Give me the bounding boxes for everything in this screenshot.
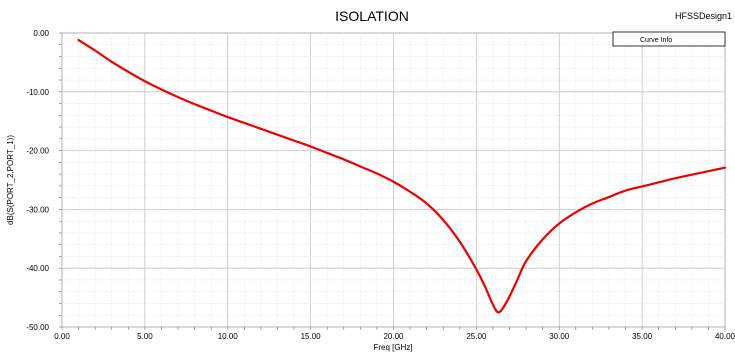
x-tick-label: 5.00: [137, 332, 153, 341]
x-tick-label: 25.00: [466, 332, 487, 341]
y-axis-label: dB(S(PORT_2,PORT_1)): [6, 135, 15, 225]
y-tick-label: -20.00: [26, 147, 49, 156]
legend-header: Curve Info: [640, 37, 672, 44]
x-tick-label: 20.00: [383, 332, 404, 341]
y-tick-label: -40.00: [26, 264, 49, 273]
x-tick-label: 0.00: [54, 332, 70, 341]
y-tick-label: -50.00: [26, 323, 49, 332]
y-tick-label: 0.00: [33, 29, 49, 38]
grid-layer: [62, 33, 725, 327]
legend-frame: [612, 31, 726, 47]
x-tick-label: 30.00: [549, 332, 570, 341]
chart-title: ISOLATION: [335, 8, 409, 24]
x-axis-label: Freq [GHz]: [373, 343, 412, 352]
design-name-label: HFSSDesign1: [675, 11, 732, 21]
series-layer: [77, 38, 727, 314]
legend-box[interactable]: Curve Info: [612, 31, 726, 47]
x-tick-label: 35.00: [632, 332, 653, 341]
x-tick-label: 15.00: [301, 332, 322, 341]
x-tick-label: 10.00: [218, 332, 239, 341]
ticks-layer: 0.00 5.00 10.00 15.00 20.00 25.00 30.00 35.00 40…: [26, 29, 735, 341]
series-line-0: [77, 38, 727, 314]
y-tick-label: -30.00: [26, 205, 49, 214]
y-tick-label: -10.00: [26, 88, 49, 97]
x-tick-label: 40.00: [715, 332, 735, 341]
